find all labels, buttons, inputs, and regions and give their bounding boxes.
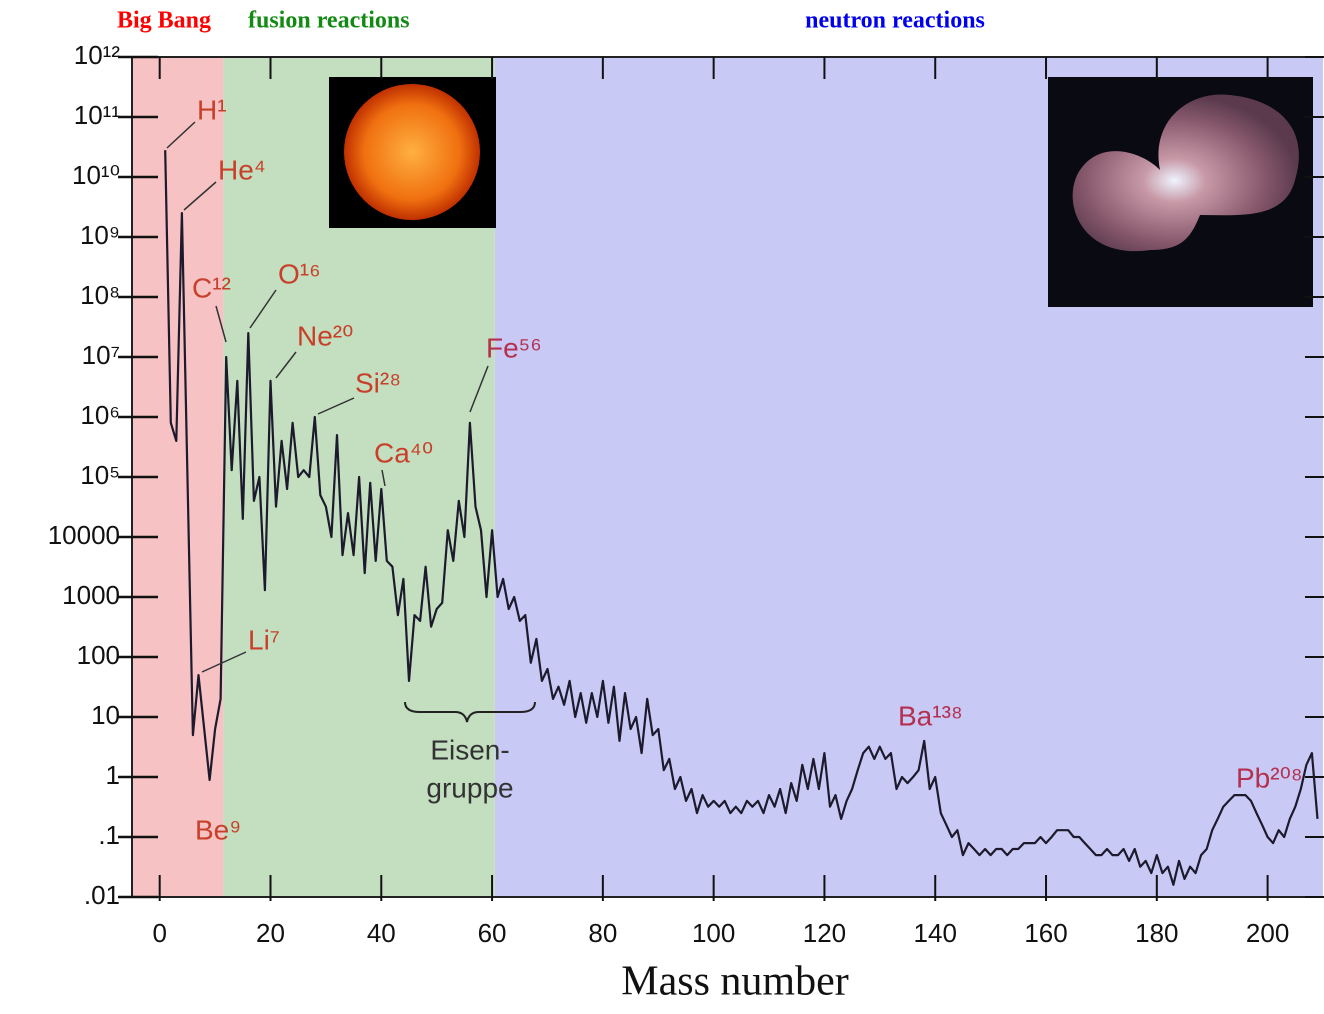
- labels: Big Bang fusion reactions neutron reaction…: [117, 8, 1303, 846]
- x-tick-label: 100: [692, 918, 735, 948]
- y-tick-label: .01: [84, 880, 120, 910]
- leader-line: [249, 289, 277, 329]
- nebula-shape: [1072, 94, 1299, 252]
- bracket: [404, 701, 536, 723]
- axes: 10¹²10¹¹10¹⁰10⁹10⁸10⁷10⁶10⁵1000010001001…: [48, 40, 1324, 948]
- abundance-line: [164, 150, 1319, 886]
- x-axis-title: Mass number: [621, 959, 848, 1005]
- element-label: H¹: [197, 94, 227, 125]
- y-tick-label: .1: [98, 820, 120, 850]
- y-tick-label: 10⁹: [80, 220, 120, 250]
- x-tick-label: 200: [1246, 918, 1289, 948]
- element-label: Ba¹³⁸: [898, 700, 963, 731]
- plot: [164, 150, 1319, 886]
- element-label: Be⁹: [195, 814, 241, 845]
- y-tick-label: 10¹⁰: [72, 160, 120, 190]
- sun-disk: [344, 84, 480, 220]
- element-label: O¹⁶: [278, 258, 321, 289]
- x-tick-label: 120: [803, 918, 846, 948]
- x-tick-label: 60: [478, 918, 507, 948]
- images: [329, 77, 1313, 307]
- element-label: Si²⁸: [355, 367, 401, 398]
- element-label: Ne²⁰: [297, 320, 353, 351]
- element-label: He⁴: [218, 154, 266, 185]
- bracket-label: gruppe: [426, 772, 513, 803]
- element-label: C¹²: [192, 272, 231, 303]
- x-tick-label: 160: [1024, 918, 1067, 948]
- leader-line: [166, 121, 196, 149]
- x-tick-label: 0: [152, 918, 166, 948]
- leader-line: [381, 469, 386, 487]
- y-tick-label: 10⁶: [80, 400, 120, 430]
- leader-line: [317, 397, 355, 415]
- element-label: Pb²⁰⁸: [1236, 762, 1303, 793]
- x-tick-label: 20: [256, 918, 285, 948]
- leader-line: [183, 181, 217, 211]
- element-label: Ca⁴⁰: [374, 437, 433, 468]
- x-tick-label: 80: [588, 918, 617, 948]
- y-tick-label: 10000: [48, 520, 120, 550]
- element-label: Li⁷: [248, 624, 280, 655]
- y-tick-label: 10⁷: [82, 340, 120, 370]
- x-tick-label: 180: [1135, 918, 1178, 948]
- y-tick-label: 100: [77, 640, 120, 670]
- x-tick-label: 140: [914, 918, 957, 948]
- leader-line: [469, 365, 489, 413]
- region-label: fusion reactions: [248, 8, 410, 34]
- y-tick-label: 10⁸: [80, 280, 120, 310]
- y-tick-label: 10⁵: [80, 460, 120, 490]
- y-tick-label: 10¹²: [74, 40, 121, 70]
- element-label: Fe⁵⁶: [486, 332, 542, 363]
- leader-line: [215, 305, 227, 343]
- x-tick-label: 40: [367, 918, 396, 948]
- y-tick-label: 1000: [62, 580, 120, 610]
- region-label: Big Bang: [117, 8, 211, 34]
- bracket-label: Eisen-: [430, 734, 509, 765]
- leader-line: [201, 651, 247, 673]
- region-label: neutron reactions: [805, 8, 985, 34]
- y-tick-label: 10: [91, 700, 120, 730]
- leader-line: [275, 351, 297, 379]
- y-tick-label: 10¹¹: [74, 100, 121, 130]
- y-tick-label: 1: [106, 760, 120, 790]
